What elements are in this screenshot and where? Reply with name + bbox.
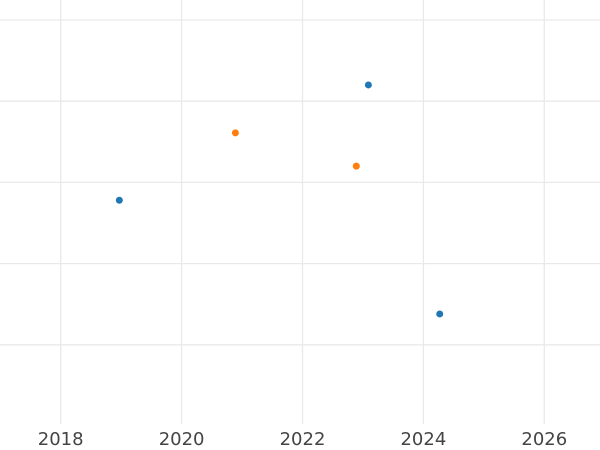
scatter-point-orange bbox=[352, 162, 360, 170]
scatter-point-blue bbox=[115, 196, 123, 204]
x-tick-label: 2018 bbox=[38, 429, 84, 450]
x-tick-label: 2024 bbox=[400, 429, 446, 450]
x-tick-label: 2022 bbox=[280, 429, 326, 450]
scatter-point-orange bbox=[231, 129, 239, 137]
scatter-point-blue bbox=[436, 310, 444, 318]
scatter-point-blue bbox=[364, 81, 372, 89]
x-tick-label: 2020 bbox=[159, 429, 205, 450]
x-tick-label: 2026 bbox=[521, 429, 567, 450]
